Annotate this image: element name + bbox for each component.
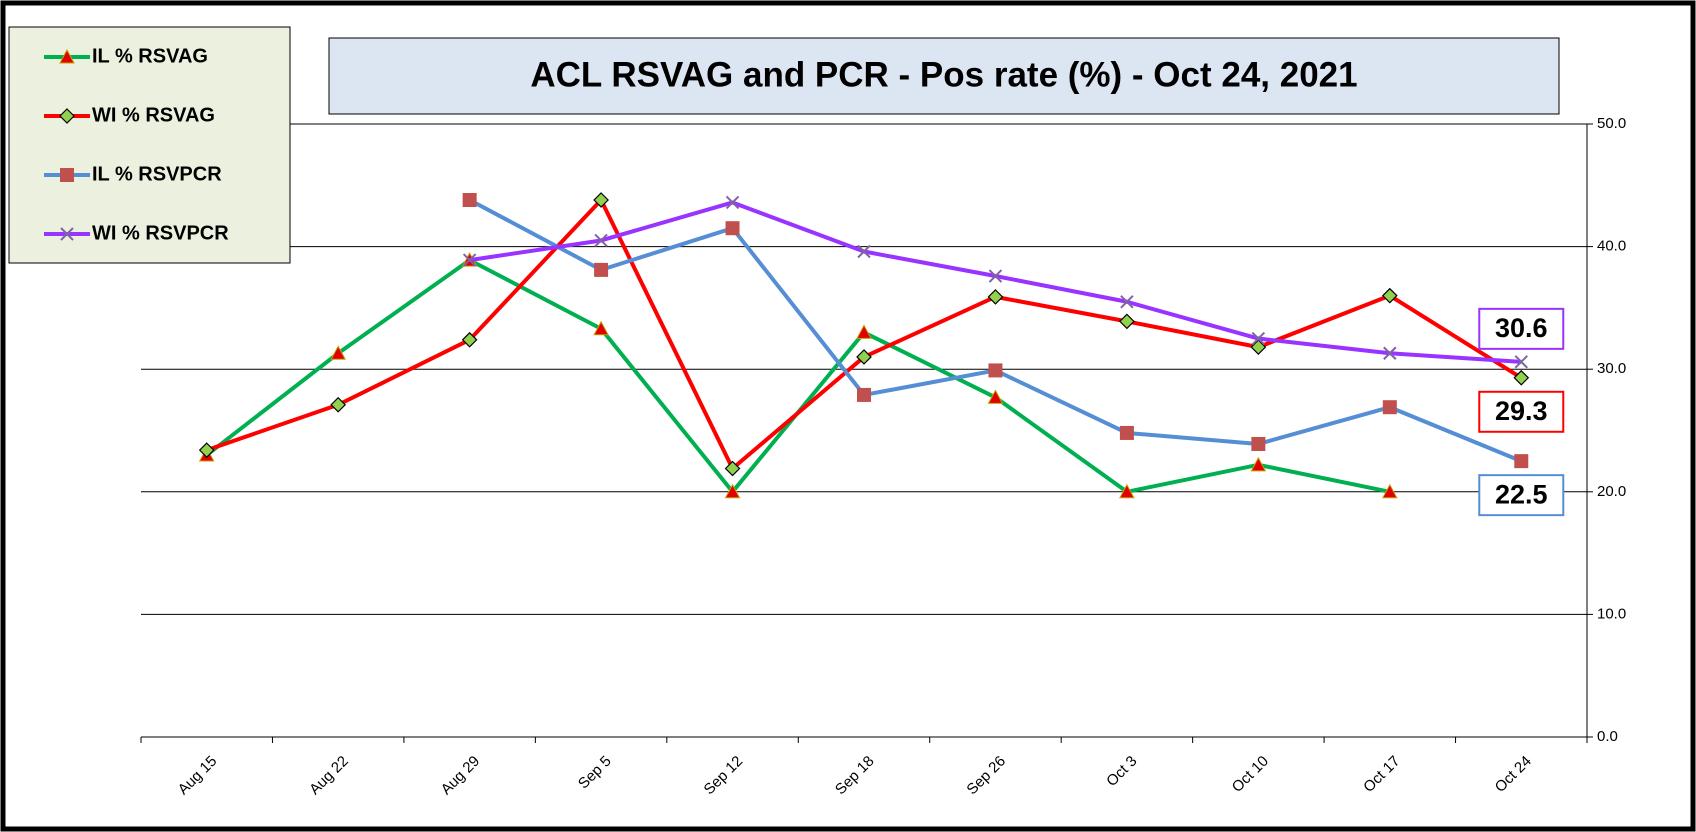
marker [1251,436,1266,451]
marker [1119,313,1135,330]
marker [1251,331,1266,346]
marker [1250,339,1267,355]
y-tick-label: 10.0 [1597,605,1626,622]
marker [1383,346,1397,360]
marker [198,442,215,458]
marker [725,195,740,210]
data-label-box [1478,307,1565,350]
legend-label: WI % RSVPCR [92,222,229,244]
marker [1250,456,1267,472]
marker [1382,400,1397,415]
marker [1381,287,1398,304]
marker [59,48,75,64]
legend: IL % RSVAG WI % RSVAG IL % RSVPCR WI % RSVP… [8,26,291,264]
marker [461,331,478,348]
marker [330,345,347,360]
data-label: 30.6 [1495,313,1548,343]
y-tick-label: 30.0 [1597,360,1626,377]
y-tick-label: 40.0 [1597,238,1626,255]
marker [988,269,1003,283]
marker [724,483,741,499]
marker [1120,295,1134,309]
marker [725,221,740,236]
marker [593,192,609,208]
data-label-box [1478,390,1565,433]
y-tick-label: 50.0 [1597,115,1626,132]
chart-title: ACL RSVAG and PCR - Pos rate (%) - Oct 2… [530,55,1357,94]
marker [1381,483,1398,499]
title-box [328,37,1560,115]
marker [594,233,608,248]
marker [330,396,347,413]
marker [856,324,872,339]
data-label: 22.5 [1495,479,1548,509]
marker [988,363,1003,378]
marker [462,253,477,267]
marker [1514,454,1529,469]
marker [594,262,609,277]
marker [856,349,872,365]
marker [1119,483,1135,499]
y-tick-label: 0.0 [1597,728,1618,745]
legend-box [8,26,291,264]
marker [60,227,74,241]
y-tick-label: 20.0 [1597,483,1626,500]
marker [857,387,871,402]
marker [462,193,477,208]
data-label: 29.3 [1495,396,1548,426]
marker [1119,425,1134,440]
data-label-box [1478,474,1565,517]
marker [59,108,75,124]
legend-label: WI % RSVAG [92,104,215,126]
marker [1514,355,1528,369]
legend-label: IL % RSVPCR [92,163,222,185]
marker [60,168,74,182]
marker [987,389,1004,404]
marker [1513,369,1530,386]
marker [987,289,1004,305]
marker [593,320,609,336]
marker [724,460,741,477]
marker [857,244,871,259]
legend-label: IL % RSVAG [92,45,208,67]
